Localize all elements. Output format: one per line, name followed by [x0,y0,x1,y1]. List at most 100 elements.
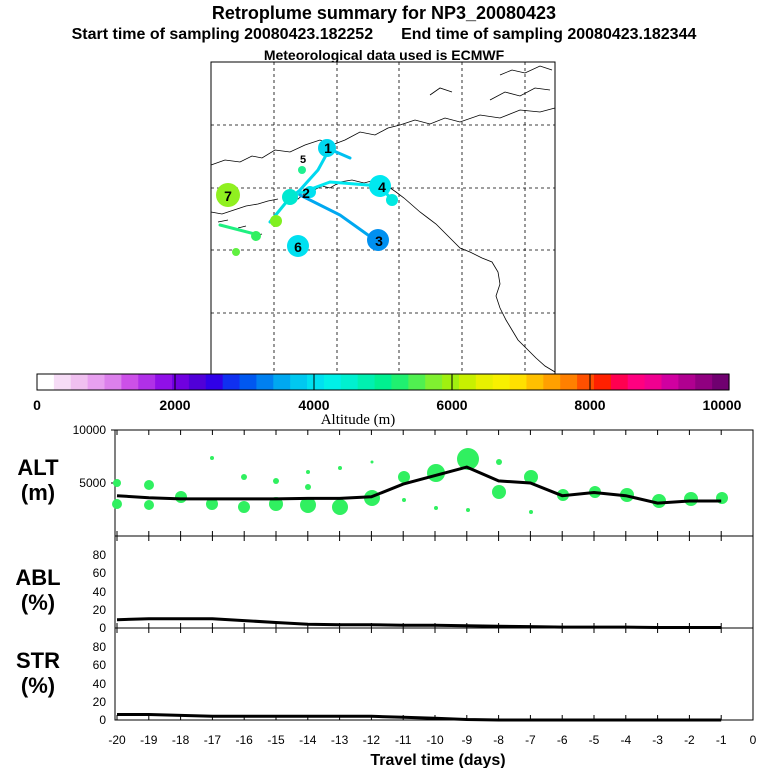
str-ytick-40: 40 [93,677,107,691]
colorbar-cell [239,374,258,390]
map-label-4: 4 [378,179,386,195]
colorbar-cell [475,374,494,390]
colorbar-cell [222,374,241,390]
map-day-labels: 1 2 3 4 5 6 7 [224,140,386,255]
marker-day7d [232,248,240,256]
marker-day7b [282,189,298,205]
start-time-label: Start time of sampling 20080423.182252 [71,26,374,43]
x-tick-label: -11 [395,733,412,747]
colorbar-cell [391,374,409,390]
colorbar-tick-4000: 4000 [298,397,329,413]
colorbar-tick-0: 0 [33,397,41,413]
x-tick-label: -15 [267,733,285,747]
map-label-7: 7 [224,188,232,204]
alt-mean-line [116,465,722,505]
colorbar-cell [695,374,713,390]
x-tick-label: -17 [204,733,222,747]
marker-day4 [369,175,391,197]
alt-ylabel: ALT [17,455,59,480]
abl-ytick-40: 40 [93,585,107,599]
alt-dot [398,471,410,483]
colorbar-cell [104,374,122,390]
alt-dot [210,456,214,460]
colorbar-cell [509,374,528,390]
colorbar-cell [543,374,561,390]
colorbar-cell [138,374,156,390]
colorbar-cell [408,374,426,390]
x-tick-label: -19 [140,733,158,747]
x-tick-label: -6 [557,733,568,747]
alt-dot [238,501,250,513]
colorbar-cell [340,374,359,390]
alt-dot [652,494,666,508]
colorbar-cell [121,374,139,390]
sampling-times: Start time of sampling 20080423.182252 En… [0,26,768,44]
colorbar-cell [526,374,544,390]
colorbar-cell [610,374,629,390]
str-line [117,713,722,722]
abl-ytick-0: 0 [99,621,106,635]
coastlines [210,65,556,373]
map-label-6: 6 [294,239,302,255]
alt-dot [273,478,279,484]
colorbar-cell [256,374,274,390]
abl-ytick-60: 60 [93,566,107,580]
colorbar-tick-8000: 8000 [574,397,605,413]
x-tick-label: -7 [525,733,536,747]
alt-dot [112,499,122,509]
alt-dot [524,470,538,484]
alt-dot [269,497,283,511]
str-ytick-0: 0 [99,713,106,727]
alt-dot [338,466,342,470]
alt-dot [175,491,187,503]
x-tick-label: -18 [172,733,190,747]
alt-dot [144,480,154,490]
alt-yticks: 10000 5000 [73,423,107,490]
colorbar-cell [307,374,325,390]
colorbar-cell [155,374,173,390]
x-tick-labels: -20 -19 -18 -17 -16 -15 -14 -13 -12 -11 -10 -9 -8 -7-… [108,733,756,747]
end-time-label: End time of sampling 20080423.182344 [401,26,697,43]
panels-frame [114,429,754,721]
str-ytick-60: 60 [93,658,107,672]
x-tick-label: -9 [461,733,472,747]
map-label-1: 1 [324,140,332,156]
alt-ytick-5000: 5000 [79,476,106,490]
x-tick-label: -4 [620,733,631,747]
colorbar-cell [323,374,342,390]
colorbar-cell [577,374,595,390]
colorbar-cell [70,374,89,390]
alt-ytick-10000: 10000 [73,423,107,437]
alt-dot [144,500,154,510]
colorbar-cell [53,374,72,390]
alt-dot [241,474,247,480]
colorbar-cell [644,374,663,390]
map-label-2: 2 [302,185,310,201]
colorbar-cell [374,374,393,390]
x-tick-label: -5 [589,733,600,747]
x-tick-label: 0 [750,733,757,747]
altitude-colorbar: 0 2000 4000 6000 8000 10000 Altitude (m) [33,373,742,428]
marker-day7c [270,215,282,227]
plot-title: Retroplume summary for NP3_20080423 [211,3,557,23]
abl-yunit: (%) [21,590,55,615]
colorbar-cell [712,374,730,390]
colorbar-cell [627,374,646,390]
str-yticks: 80 60 40 20 0 [93,640,107,727]
alt-yunit: (m) [21,480,55,505]
colorbar-cell [172,374,190,390]
map-label-5: 5 [300,154,306,166]
colorbar-cell [458,374,477,390]
colorbar-cell [492,374,511,390]
time-series-panels: ALT (m) 10000 5000 [15,423,756,768]
x-tick-label: -16 [236,733,254,747]
colorbar-cell [37,374,55,390]
alt-dot [457,448,479,470]
x-axis-label: Travel time (days) [370,752,505,768]
alt-dot [466,508,470,512]
alt-dot [206,498,218,510]
abl-yticks: 80 60 40 20 0 [93,548,107,635]
x-tick-label: -2 [684,733,695,747]
x-tick-label: -14 [299,733,317,747]
alt-dot [402,498,406,502]
